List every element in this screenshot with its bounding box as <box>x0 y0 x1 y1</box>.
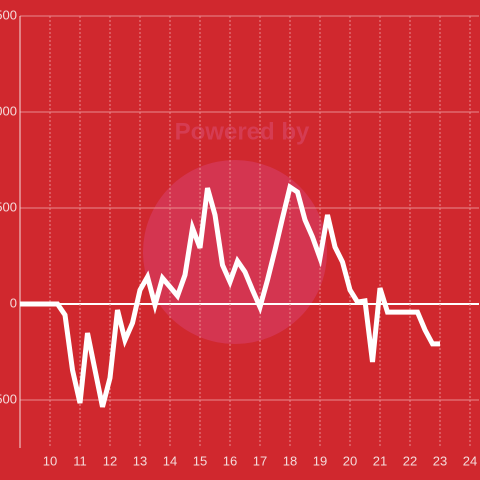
plot <box>20 183 440 408</box>
y-tick-label: 0 <box>10 295 17 310</box>
y-tick-label: 500 <box>0 199 17 214</box>
y-tick-label: 1,500 <box>0 7 17 22</box>
y-tick-label: 1,000 <box>0 103 17 118</box>
watermark-logo <box>143 160 327 344</box>
x-tick-label: 12 <box>103 453 117 468</box>
watermark: Powered by <box>175 118 310 145</box>
x-tick-label: 10 <box>43 453 57 468</box>
x-tick-label: 13 <box>133 453 147 468</box>
x-tick-label: 23 <box>433 453 447 468</box>
x-tick-label: 24 <box>463 453 477 468</box>
y-tick-label: -500 <box>0 391 17 406</box>
x-tick-label: 19 <box>313 453 327 468</box>
x-tick-label: 20 <box>343 453 357 468</box>
x-tick-label: 15 <box>193 453 207 468</box>
x-tick-label: 22 <box>403 453 417 468</box>
x-tick-label: 11 <box>73 453 87 468</box>
x-tick-label: 16 <box>223 453 237 468</box>
data-line <box>20 183 440 408</box>
x-tick-label: 17 <box>253 453 267 468</box>
x-tick-label: 18 <box>283 453 297 468</box>
x-tick-label: 14 <box>163 453 177 468</box>
x-tick-label: 21 <box>373 453 387 468</box>
